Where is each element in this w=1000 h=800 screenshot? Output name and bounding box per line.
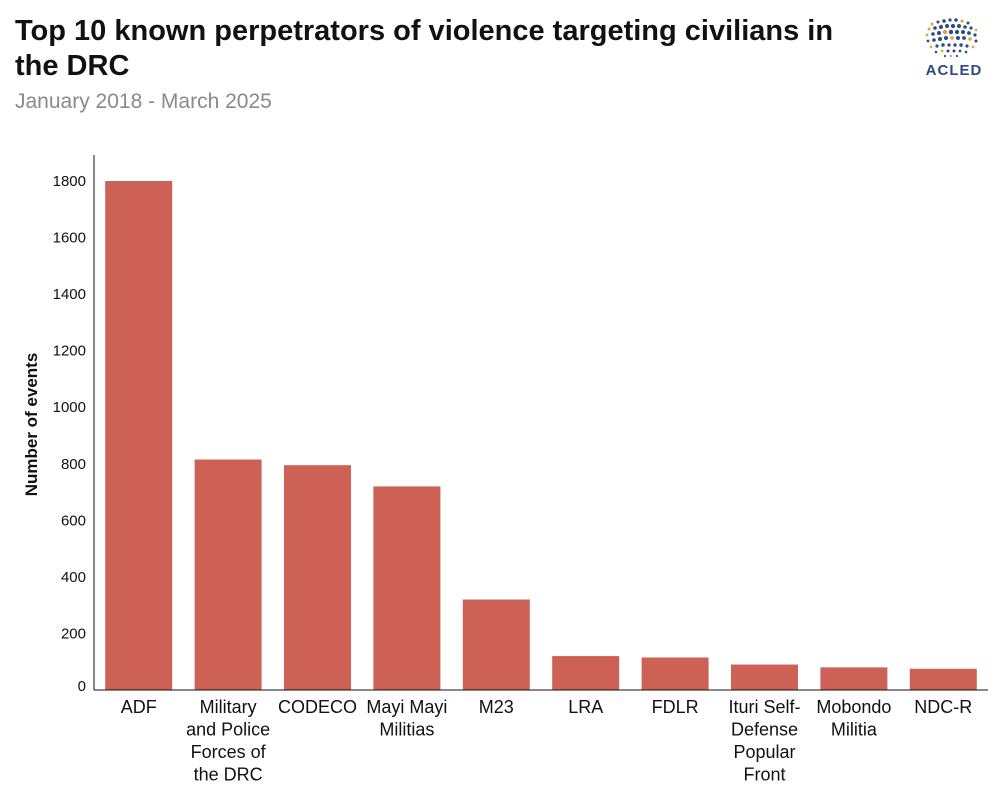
y-axis-ticks: 0 200 400 600 800 1000 1200 1400 1600 1800 <box>53 173 86 695</box>
bars <box>105 181 977 690</box>
x-category-label: NDC-R <box>914 697 972 717</box>
x-category-label: ADF <box>121 697 157 717</box>
y-tick-label: 1400 <box>53 286 86 303</box>
x-category-label: Mayi Mayi Militias <box>366 697 447 740</box>
bar <box>820 667 888 690</box>
bar <box>284 465 351 690</box>
acled-logo-icon <box>925 18 978 58</box>
x-axis-labels: ADF Military and Police Forces of the DRC COD… <box>121 697 973 785</box>
chart-subtitle: January 2018 - March 2025 <box>15 90 272 113</box>
bar <box>552 656 620 690</box>
y-tick-label: 400 <box>61 569 86 586</box>
x-category-label: Military and Police Forces of the DRC <box>186 697 270 785</box>
y-tick-label: 1000 <box>53 399 86 416</box>
x-category-label: M23 <box>479 697 514 717</box>
y-tick-label: 800 <box>61 456 86 473</box>
chart-title: Top 10 known perpetrators of violence ta… <box>15 15 834 82</box>
x-category-label: Mobondo Militia <box>816 697 891 740</box>
y-tick-label: 0 <box>78 678 86 695</box>
y-axis-title: Number of events <box>22 353 41 497</box>
y-tick-label: 1600 <box>53 230 86 247</box>
logo-text: ACLED <box>925 62 983 79</box>
bar <box>373 486 441 690</box>
y-tick-label: 1200 <box>53 343 86 360</box>
x-category-label: LRA <box>568 697 603 717</box>
x-category-label: Ituri Self-Defense Popular Front <box>728 697 800 785</box>
bar <box>641 657 709 690</box>
bar <box>194 459 262 690</box>
bar <box>909 668 977 690</box>
y-tick-label: 200 <box>61 625 86 642</box>
y-tick-label: 1800 <box>53 173 86 190</box>
bar <box>731 664 798 690</box>
x-category-label: CODECO <box>278 697 357 717</box>
x-category-label: FDLR <box>652 697 699 717</box>
bar <box>462 599 530 690</box>
y-tick-label: 600 <box>61 512 86 529</box>
bar <box>105 181 173 690</box>
